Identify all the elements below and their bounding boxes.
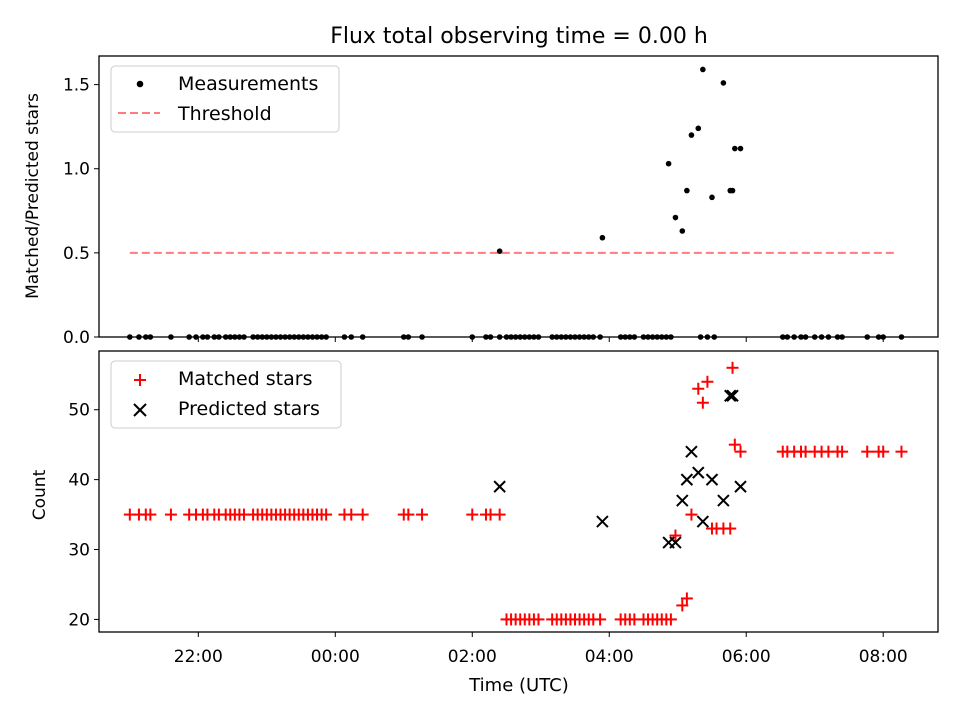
measurement-point [737,145,744,152]
predicted-star-point [696,515,710,528]
bottom-y-ticks: 20 30 40 50 [68,401,99,630]
matched-star-point [836,445,849,458]
predicted-star-point [493,480,506,493]
bottom-y-tick-label: 20 [68,610,90,630]
measurement-point [684,187,690,194]
legend-matched-label: Matched stars [178,368,312,390]
x-ticks: 22:00 00:00 02:00 04:00 06:00 08:00 [174,337,908,667]
measurement-point [700,66,706,73]
x-tick-label: 02:00 [448,647,497,667]
matched-star-point [669,529,682,542]
measurement-point [672,214,679,221]
measurement-point [679,228,686,234]
measurement-point [496,248,503,254]
top-axes-frame [98,55,939,338]
matched-star-point [320,508,333,521]
predicted-star-point [669,536,682,549]
bottom-y-tick-label: 40 [68,471,90,491]
x-axis-label: Time (UTC) [468,675,569,696]
bottom-y-tick-label: 30 [68,541,90,561]
matched-star-point [861,445,874,458]
measurement-point [709,194,715,201]
matched-star-point [696,396,709,409]
x-tick-label: 08:00 [859,647,908,667]
matched-star-point [356,508,369,521]
bottom-y-tick-label: 50 [68,401,90,421]
top-plot: Matched/Predicted stars 0.0 0.5 1.0 1.5 Mea… [23,55,939,348]
matched-star-point [402,508,415,521]
matched-star-point [701,375,714,388]
matched-star-point [493,508,506,521]
measurement-point [729,187,736,194]
top-y-tick-label: 0.0 [63,328,90,348]
matched-star-point [895,445,908,458]
x-tick-label: 00:00 [311,647,360,667]
matched-star-point [877,445,890,458]
x-tick-label: 22:00 [174,647,223,667]
measurement-point [720,80,727,86]
predicted-star-point [734,480,747,493]
top-legend: Measurements Threshold [110,65,340,133]
matched-star-point [728,438,741,451]
predicted-star-point [692,466,705,479]
measurement-point [732,145,738,152]
matched-star-point [466,508,479,521]
measurement-point [688,132,695,138]
matched-star-point [726,361,739,374]
matched-star-point [144,508,157,521]
bottom-legend: Matched stars Predicted stars [110,360,342,429]
matched-star-point [685,508,698,521]
chart-title: Flux total observing time = 0.00 h [330,24,708,49]
legend-threshold-label: Threshold [177,103,272,125]
matched-star-point [680,592,693,605]
predicted-star-point [685,445,698,458]
legend-measurements-label: Measurements [178,73,318,95]
matched-star-point [164,508,177,521]
bottom-plot: Count 20 30 40 50 22:00 00:00 02:00 04:00 06:00… [30,337,939,696]
top-y-ticks: 0.0 0.5 1.0 1.5 [63,76,99,348]
measurement-point [599,234,606,241]
measurement-point [695,125,702,132]
matched-star-point [416,508,429,521]
predicted-star-point [680,473,694,486]
top-y-tick-label: 1.5 [63,76,90,96]
matched-star-point [532,613,545,626]
top-y-tick-label: 1.0 [63,160,90,180]
bottom-axes-frame [98,350,939,633]
legend-predicted-label: Predicted stars [178,398,320,420]
top-y-tick-label: 0.5 [63,244,90,264]
matched-star-point [734,445,747,458]
legend-matched-marker [134,374,146,386]
predicted-star-point [724,389,737,402]
top-ylabel: Matched/Predicted stars [23,93,43,299]
bottom-marks [123,361,908,626]
matched-star-point [724,522,737,535]
matched-star-point [345,508,358,521]
x-tick-label: 04:00 [585,647,634,667]
predicted-star-point [726,389,739,402]
legend-measurements-marker [136,80,144,88]
predicted-star-point [676,494,689,507]
matched-star-point [692,382,705,395]
bottom-ylabel: Count [30,469,50,520]
matched-star-point [676,599,689,612]
legend-predicted-marker [133,403,147,417]
predicted-star-point [705,473,719,486]
matched-star-point [664,613,677,626]
predicted-star-point [717,494,730,507]
x-tick-label: 06:00 [722,647,771,667]
predicted-star-point [596,515,609,528]
measurement-point [665,160,672,167]
matched-star-point [594,613,607,626]
